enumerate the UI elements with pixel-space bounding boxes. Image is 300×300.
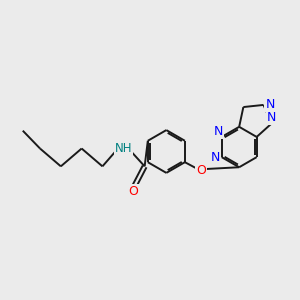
- Text: N: N: [267, 111, 276, 124]
- Text: O: O: [128, 185, 138, 198]
- Text: N: N: [213, 125, 223, 138]
- Text: N: N: [211, 151, 220, 164]
- Text: O: O: [196, 164, 206, 177]
- Text: NH: NH: [115, 142, 132, 155]
- Text: N: N: [265, 98, 275, 111]
